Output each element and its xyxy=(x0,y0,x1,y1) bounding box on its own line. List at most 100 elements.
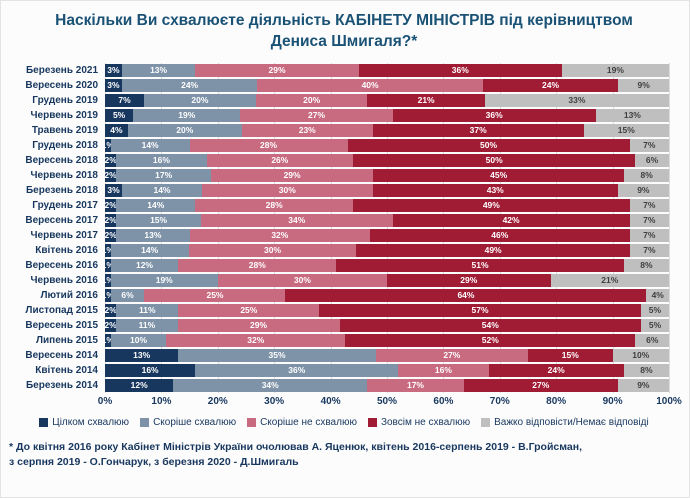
bar-segment: 45% xyxy=(373,168,625,182)
stacked-bar: 4% 20% 23% 37% 15% xyxy=(105,123,669,137)
bar-segment: 37% xyxy=(372,123,584,137)
bar-segment: 64% xyxy=(285,288,647,302)
gridline xyxy=(274,62,276,393)
stacked-bar: 1% 14% 28% 50% 7% xyxy=(102,138,669,152)
segment-value-label: 37% xyxy=(469,125,487,136)
stacked-bar: 2% 17% 29% 45% 8% xyxy=(104,168,669,182)
bar-segment: 30% xyxy=(188,243,357,257)
segment-value-label: 4% xyxy=(651,290,664,301)
segment-value-label: 9% xyxy=(637,380,650,391)
segment-value-label: 51% xyxy=(471,260,489,271)
chart-row: Травень 2019 4% 20% 23% 37% 15% xyxy=(9,123,679,138)
bar-segment: 42% xyxy=(392,213,630,227)
chart-row: Грудень 2019 7% 20% 20% 21% 33% xyxy=(9,93,679,108)
bar-segment: 30% xyxy=(217,273,387,287)
bar-segment: 32% xyxy=(166,333,346,347)
legend-label: Скоріше не схвалюю xyxy=(260,416,357,428)
stacked-bar: 13% 35% 27% 15% 10% xyxy=(105,348,669,362)
segment-value-label: 27% xyxy=(307,110,326,121)
legend-item: Скоріше не схвалюю xyxy=(247,417,357,428)
segment-value-label: 14% xyxy=(141,245,159,256)
bar-segment: 52% xyxy=(345,333,636,347)
bar-segment: 6% xyxy=(635,333,669,347)
segment-value-label: 25% xyxy=(240,305,258,316)
bar-segment: 27% xyxy=(463,378,618,392)
stacked-bar: 16% 36% 16% 24% 8% xyxy=(105,363,669,377)
segment-value-label: 34% xyxy=(261,380,279,391)
segment-value-label: 11% xyxy=(138,320,156,331)
segment-value-label: 49% xyxy=(484,245,502,256)
bar-segment: 11% xyxy=(116,303,179,317)
segment-value-label: 17% xyxy=(155,170,173,181)
bar-segment: 29% xyxy=(387,273,551,287)
segment-value-label: 45% xyxy=(490,170,508,181)
bar-segment: 29% xyxy=(177,318,340,332)
segment-value-label: 7% xyxy=(643,230,656,241)
bar-segment: 8% xyxy=(624,168,669,182)
segment-value-label: 13% xyxy=(144,230,162,241)
segment-value-label: 6% xyxy=(646,335,659,346)
x-tick-label: 0% xyxy=(97,395,113,407)
segment-value-label: 8% xyxy=(640,260,653,271)
bar-segment: 2% xyxy=(104,198,117,212)
segment-value-label: 7% xyxy=(118,95,131,106)
bar-segment: 28% xyxy=(189,138,348,152)
bar-segment: 15% xyxy=(583,123,669,137)
gridline xyxy=(217,62,219,393)
segment-value-label: 14% xyxy=(147,200,165,211)
chart-row: Грудень 2017 2% 14% 28% 49% 7% xyxy=(9,198,679,213)
category-label: Червень 2017 xyxy=(30,229,99,241)
stacked-bar: 1% 12% 28% 51% 8% xyxy=(102,258,670,272)
segment-value-label: 17% xyxy=(406,380,424,391)
chart-row: Червень 2017 2% 13% 32% 46% 7% xyxy=(9,228,679,243)
bar-segment: 20% xyxy=(127,123,242,137)
stacked-bar: 2% 15% 34% 42% 7% xyxy=(104,213,669,227)
segment-value-label: 27% xyxy=(532,380,550,391)
segment-value-label: 5% xyxy=(112,110,126,121)
legend-swatch xyxy=(247,417,257,427)
segment-value-label: 7% xyxy=(643,215,656,226)
segment-value-label: 42% xyxy=(502,215,520,226)
bar-segment: 27% xyxy=(240,108,393,122)
segment-value-label: 9% xyxy=(637,185,650,196)
segment-value-label: 32% xyxy=(271,230,289,241)
gridline xyxy=(161,62,163,393)
segment-value-label: 30% xyxy=(293,275,311,286)
bar-segment: 27% xyxy=(375,348,528,362)
bar-segment: 57% xyxy=(319,303,641,317)
category-label: Квітень 2014 xyxy=(35,364,98,376)
segment-value-label: 12% xyxy=(130,380,148,391)
segment-value-label: 34% xyxy=(288,215,306,226)
segment-value-label: 4% xyxy=(110,125,123,136)
bar-segment: 32% xyxy=(189,228,371,242)
bar-segment: 21% xyxy=(550,273,669,287)
bar-segment: 50% xyxy=(347,138,630,152)
segment-value-label: 28% xyxy=(248,260,266,271)
footnote-line-2: з серпня 2019 - О.Гончарук, з березня 20… xyxy=(9,456,299,469)
bar-segment: 5% xyxy=(640,303,670,317)
category-label: Вересень 2020 xyxy=(25,79,98,91)
segment-value-label: 2% xyxy=(104,305,117,316)
x-tick-label: 70% xyxy=(489,395,510,407)
bar-segment: 20% xyxy=(255,93,368,107)
bar-segment: 20% xyxy=(144,93,256,107)
segment-value-label: 2% xyxy=(104,215,117,226)
bar-segment: 9% xyxy=(617,183,669,197)
segment-value-label: 10% xyxy=(129,335,148,346)
chart-row: Вересень 2017 2% 15% 34% 42% 7% xyxy=(9,213,679,228)
segment-value-label: 21% xyxy=(417,95,435,106)
segment-value-label: 29% xyxy=(250,320,268,331)
category-label: Березень 2018 xyxy=(25,184,98,196)
segment-value-label: 15% xyxy=(561,350,579,361)
bar-segment: 2% xyxy=(104,168,117,182)
segment-value-label: 16% xyxy=(141,365,159,376)
category-label: Грудень 2019 xyxy=(32,94,98,106)
segment-value-label: 2% xyxy=(104,155,117,166)
category-label: Квітень 2016 xyxy=(35,244,98,256)
segment-value-label: 52% xyxy=(481,335,499,346)
segment-value-label: 54% xyxy=(481,320,499,331)
category-label: Березень 2021 xyxy=(25,64,98,76)
chart-row: Липень 2015 1% 10% 32% 52% 6% xyxy=(9,333,679,348)
segment-value-label: 7% xyxy=(643,200,656,211)
